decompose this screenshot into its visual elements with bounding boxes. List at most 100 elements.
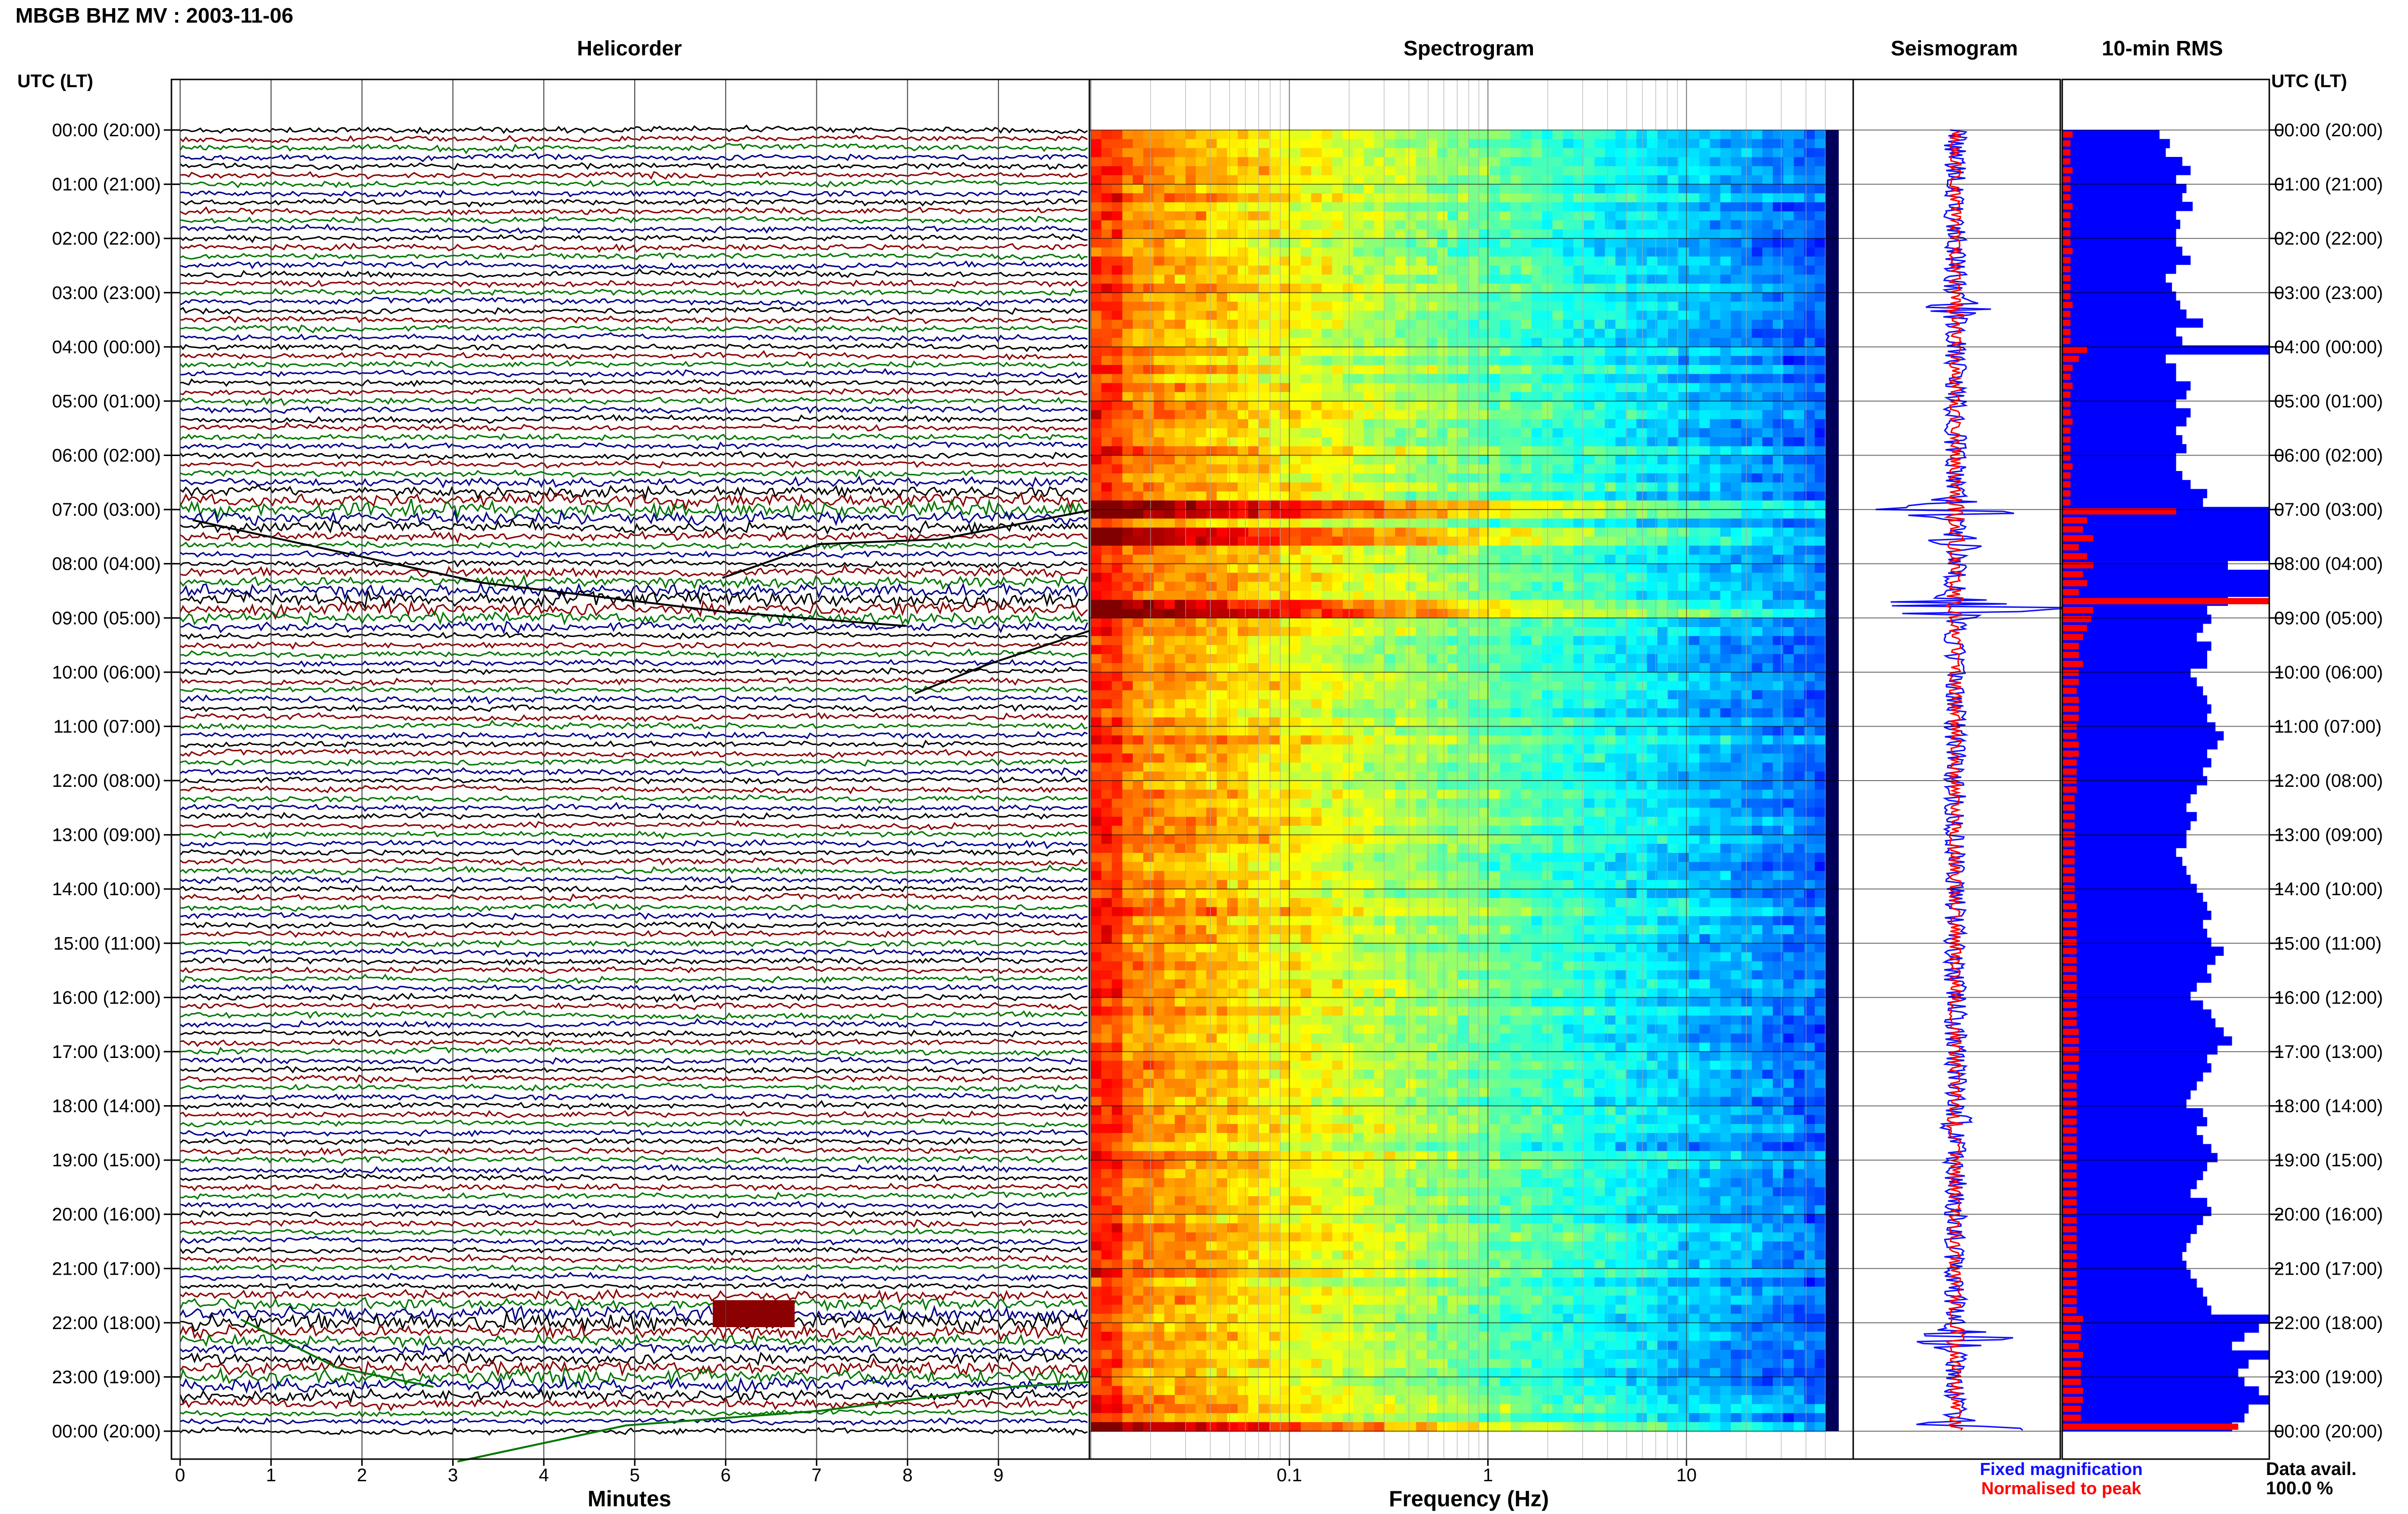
spectrogram-cell xyxy=(1175,546,1186,555)
spectrogram-cell xyxy=(1301,582,1312,591)
spectrogram-cell xyxy=(1584,718,1595,727)
spectrogram-cell xyxy=(1343,591,1354,600)
spectrogram-cell xyxy=(1122,464,1133,474)
spectrogram-cell xyxy=(1395,257,1406,266)
spectrogram-cell xyxy=(1248,663,1259,673)
spectrogram-cell xyxy=(1154,175,1165,185)
helicorder-trace xyxy=(180,721,1087,729)
spectrogram-cell xyxy=(1605,166,1616,176)
spectrogram-cell xyxy=(1290,681,1301,691)
spectrogram-cell xyxy=(1101,338,1112,348)
spectrogram-cell xyxy=(1815,591,1826,600)
spectrogram-cell xyxy=(1657,555,1668,564)
spectrogram-cell xyxy=(1510,718,1521,727)
spectrogram-cell xyxy=(1553,718,1564,727)
spectrogram-cell xyxy=(1762,456,1773,465)
spectrogram-cell xyxy=(1227,718,1238,727)
spectrogram-cell xyxy=(1615,591,1626,600)
spectrogram-cell xyxy=(1259,284,1270,293)
spectrogram-cell xyxy=(1490,627,1501,637)
spectrogram-cell xyxy=(1374,609,1385,619)
spectrogram-cell xyxy=(1301,546,1312,555)
spectrogram-cell xyxy=(1657,202,1668,212)
spectrogram-cell xyxy=(1595,456,1606,465)
spectrogram-cell xyxy=(1752,374,1763,384)
spectrogram-cell xyxy=(1385,193,1396,203)
spectrogram-cell xyxy=(1406,555,1417,564)
spectrogram-cell xyxy=(1605,139,1616,149)
spectrogram-cell xyxy=(1615,627,1626,637)
spectrogram-cell xyxy=(1133,573,1144,582)
spectrogram-cell xyxy=(1259,274,1270,284)
spectrogram-cell xyxy=(1416,726,1427,736)
spectrogram-cell xyxy=(1112,365,1123,375)
spectrogram-cell xyxy=(1783,591,1794,600)
spectrogram-cell xyxy=(1815,419,1826,429)
spectrogram-cell xyxy=(1269,284,1280,293)
spectrogram-cell xyxy=(1500,681,1511,691)
spectrogram-cell xyxy=(1196,708,1207,718)
spectrogram-cell xyxy=(1322,139,1333,149)
spectrogram-cell xyxy=(1133,148,1144,158)
spectrogram-cell xyxy=(1595,636,1606,646)
spectrogram-cell xyxy=(1584,645,1595,655)
spectrogram-cell xyxy=(1700,483,1711,492)
spectrogram-cell xyxy=(1290,708,1301,718)
spectrogram-cell xyxy=(1794,428,1805,438)
spectrogram-cell xyxy=(1521,139,1532,149)
spectrogram-cell xyxy=(1815,238,1826,248)
spectrogram-cell xyxy=(1311,356,1322,365)
spectrogram-cell xyxy=(1731,726,1742,736)
spectrogram-cell xyxy=(1521,184,1532,194)
spectrogram-cell xyxy=(1678,266,1689,275)
spectrogram-cell xyxy=(1553,139,1564,149)
spectrogram-cell xyxy=(1175,618,1186,627)
spectrogram-cell xyxy=(1248,654,1259,664)
spectrogram-cell xyxy=(1374,464,1385,474)
spectrogram-cell xyxy=(1678,238,1689,248)
spectrogram-cell xyxy=(1636,139,1648,149)
spectrogram-cell xyxy=(1196,681,1207,691)
spectrogram-cell xyxy=(1165,446,1176,456)
spectrogram-cell xyxy=(1395,229,1406,239)
spectrogram-cell xyxy=(1553,193,1564,203)
spectrogram-cell xyxy=(1700,473,1711,483)
spectrogram-cell xyxy=(1626,184,1637,194)
spectrogram-cell xyxy=(1595,157,1606,167)
spectrogram-cell xyxy=(1595,546,1606,555)
spectrogram-cell xyxy=(1584,456,1595,465)
spectrogram-cell xyxy=(1122,546,1133,555)
spectrogram-cell xyxy=(1133,374,1144,384)
spectrogram-cell xyxy=(1238,320,1249,329)
spectrogram-cell xyxy=(1311,329,1322,339)
spectrogram-cell xyxy=(1206,392,1217,402)
spectrogram-cell xyxy=(1595,374,1606,384)
spectrogram-cell xyxy=(1301,464,1312,474)
spectrogram-cell xyxy=(1406,374,1417,384)
helicorder-trace xyxy=(180,994,1087,1002)
spectrogram-cell xyxy=(1206,456,1217,465)
spectrogram-cell xyxy=(1595,347,1606,356)
spectrogram-cell xyxy=(1353,663,1364,673)
spectrogram-cell xyxy=(1437,221,1448,230)
helicorder-trace xyxy=(180,261,1087,269)
spectrogram-cell xyxy=(1353,600,1364,610)
spectrogram-cell xyxy=(1657,130,1668,140)
spectrogram-cell xyxy=(1553,464,1564,474)
spectrogram-cell xyxy=(1490,130,1501,140)
spectrogram-cell xyxy=(1217,437,1228,447)
spectrogram-cell xyxy=(1553,492,1564,501)
spectrogram-cell xyxy=(1175,555,1186,564)
spectrogram-cell xyxy=(1458,618,1469,627)
spectrogram-cell xyxy=(1353,718,1364,727)
spectrogram-cell xyxy=(1101,410,1112,420)
spectrogram-cell xyxy=(1510,464,1521,474)
spectrogram-cell xyxy=(1322,284,1333,293)
spectrogram-cell xyxy=(1731,338,1742,348)
spectrogram-cell xyxy=(1647,509,1658,519)
spectrogram-cell xyxy=(1374,627,1385,637)
spectrogram-cell xyxy=(1143,229,1154,239)
spectrogram-cell xyxy=(1647,519,1658,528)
spectrogram-cell xyxy=(1143,274,1154,284)
spectrogram-cell xyxy=(1615,302,1626,312)
